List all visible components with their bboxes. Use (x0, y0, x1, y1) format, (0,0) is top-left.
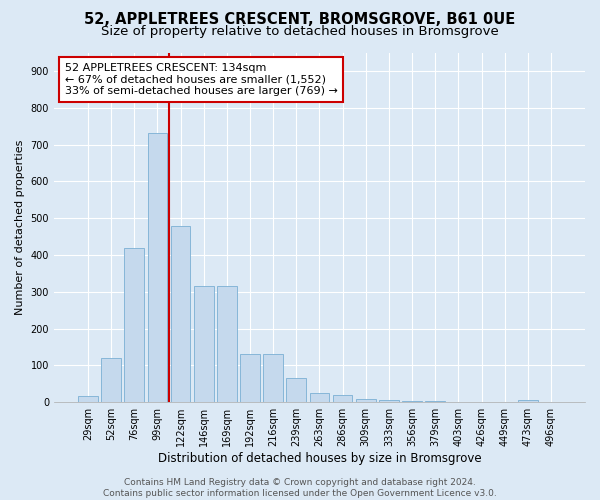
Bar (148, 134, 167, 402)
Text: Contains HM Land Registry data © Crown copyright and database right 2024.
Contai: Contains HM Land Registry data © Crown c… (103, 478, 497, 498)
Bar (356, 398, 376, 402)
Bar (124, 248, 144, 402)
Bar (101, 358, 121, 402)
Text: 52, APPLETREES CRESCENT, BROMSGROVE, B61 0UE: 52, APPLETREES CRESCENT, BROMSGROVE, B61… (85, 12, 515, 28)
Bar (379, 400, 399, 402)
Bar (240, 354, 260, 402)
X-axis label: Distribution of detached houses by size in Bromsgrove: Distribution of detached houses by size … (158, 452, 481, 465)
Bar (217, 286, 236, 402)
Bar (310, 393, 329, 402)
Bar (194, 286, 214, 402)
Text: Size of property relative to detached houses in Bromsgrove: Size of property relative to detached ho… (101, 25, 499, 38)
Bar (78, 396, 98, 402)
Bar (333, 395, 352, 402)
Bar (170, 226, 190, 402)
Bar (518, 400, 538, 402)
Y-axis label: Number of detached properties: Number of detached properties (15, 140, 25, 315)
Text: 52 APPLETREES CRESCENT: 134sqm
← 67% of detached houses are smaller (1,552)
33% : 52 APPLETREES CRESCENT: 134sqm ← 67% of … (65, 63, 337, 96)
Bar (286, 378, 306, 402)
Bar (263, 354, 283, 402)
